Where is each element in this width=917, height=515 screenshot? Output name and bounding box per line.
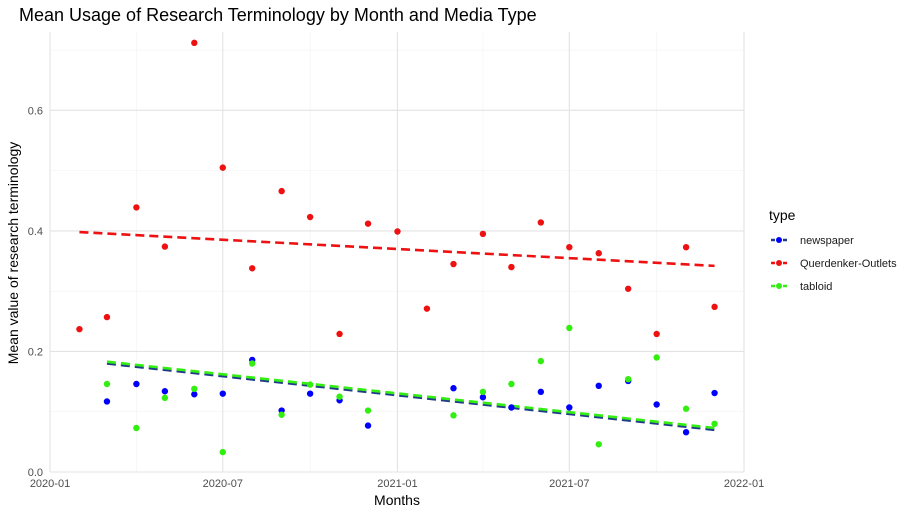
legend-point <box>776 260 782 266</box>
data-point-newspaper <box>682 429 690 436</box>
data-point-querdenker-outlets <box>103 313 111 321</box>
data-point-querdenker-outlets <box>537 219 545 226</box>
x-tick-label: 2020-01 <box>30 478 70 490</box>
y-tick-label: 0.2 <box>28 346 43 358</box>
legend-point <box>776 237 782 243</box>
legend: type newspaper Querdenker-Outlets tabloid <box>769 207 897 293</box>
data-point-querdenker-outlets <box>479 230 487 238</box>
chart-title: Mean Usage of Research Terminology by Mo… <box>19 5 537 25</box>
data-point-querdenker-outlets <box>423 305 431 312</box>
data-point-querdenker-outlets <box>653 330 660 338</box>
data-point-tabloid <box>537 357 545 365</box>
data-point-newspaper <box>566 404 573 411</box>
data-point-tabloid <box>682 405 690 412</box>
data-point-querdenker-outlets <box>566 243 573 251</box>
data-point-tabloid <box>479 388 487 396</box>
data-point-newspaper <box>306 390 314 397</box>
data-point-newspaper <box>711 389 718 397</box>
data-point-tabloid <box>161 394 169 402</box>
data-point-querdenker-outlets <box>191 39 198 47</box>
data-point-querdenker-outlets <box>394 228 401 235</box>
data-point-querdenker-outlets <box>249 265 256 272</box>
trend-line-newspaper <box>106 362 715 432</box>
data-point-querdenker-outlets <box>133 204 140 211</box>
x-tick-label: 2022-01 <box>724 478 764 490</box>
data-point-newspaper <box>508 404 515 411</box>
data-point-tabloid <box>595 441 602 448</box>
data-point-tabloid <box>508 380 515 388</box>
data-point-querdenker-outlets <box>595 250 602 257</box>
x-tick-label: 2021-01 <box>377 478 417 490</box>
plot-grid <box>49 32 745 473</box>
data-point-tabloid <box>133 424 140 432</box>
legend-label: tabloid <box>800 281 832 293</box>
data-point-querdenker-outlets <box>219 164 226 171</box>
x-tick-label: 2021-07 <box>549 478 589 490</box>
data-point-newspaper <box>537 388 545 396</box>
trend-line-querdenker-outlets <box>79 230 715 268</box>
legend-point <box>776 283 782 289</box>
data-point-tabloid <box>653 354 660 361</box>
data-point-tabloid <box>219 448 226 456</box>
legend-label: Querdenker-Outlets <box>800 258 897 270</box>
data-point-querdenker-outlets <box>450 260 457 268</box>
x-tick-label: 2020-07 <box>203 478 243 490</box>
trend-line-tabloid <box>106 360 715 430</box>
y-tick-label: 0.6 <box>28 105 43 117</box>
data-point-newspaper <box>133 380 140 388</box>
y-tick-label: 0.0 <box>28 467 43 479</box>
data-point-tabloid <box>624 375 632 383</box>
data-point-newspaper <box>191 391 198 398</box>
data-point-tabloid <box>103 380 111 388</box>
data-point-newspaper <box>653 401 660 408</box>
data-point-newspaper <box>450 385 457 392</box>
y-axis-title: Mean value of research terminology <box>5 142 21 365</box>
data-point-tabloid <box>191 385 198 393</box>
data-point-newspaper <box>103 398 111 405</box>
data-point-newspaper <box>479 394 487 401</box>
data-point-tabloid <box>566 324 573 332</box>
data-point-querdenker-outlets <box>682 243 690 251</box>
legend-title: type <box>769 207 796 223</box>
data-point-querdenker-outlets <box>364 220 372 227</box>
data-point-querdenker-outlets <box>76 325 83 333</box>
data-point-tabloid <box>306 381 314 388</box>
x-axis-title: Months <box>374 492 420 508</box>
y-tick-label: 0.4 <box>28 226 43 238</box>
trend-lines <box>79 230 715 432</box>
data-point-tabloid <box>711 420 718 427</box>
data-point-tabloid <box>249 360 256 367</box>
data-point-newspaper <box>161 388 169 395</box>
data-points <box>76 39 718 456</box>
data-point-querdenker-outlets <box>711 303 718 311</box>
data-point-newspaper <box>219 390 226 397</box>
data-point-tabloid <box>450 412 457 419</box>
data-point-querdenker-outlets <box>161 243 169 250</box>
axis-ticks: 2020-01 2020-07 2021-01 2021-07 2022-01 0.0 0.… <box>28 105 764 490</box>
data-point-querdenker-outlets <box>624 285 632 292</box>
data-point-querdenker-outlets <box>508 263 515 271</box>
data-point-querdenker-outlets <box>278 187 285 195</box>
data-point-querdenker-outlets <box>306 213 314 221</box>
data-point-newspaper <box>595 382 602 390</box>
data-point-querdenker-outlets <box>336 330 343 338</box>
data-point-tabloid <box>364 407 372 414</box>
data-point-newspaper <box>364 422 372 429</box>
legend-label: newspaper <box>800 235 854 247</box>
data-point-tabloid <box>336 393 343 400</box>
data-point-tabloid <box>278 411 285 418</box>
